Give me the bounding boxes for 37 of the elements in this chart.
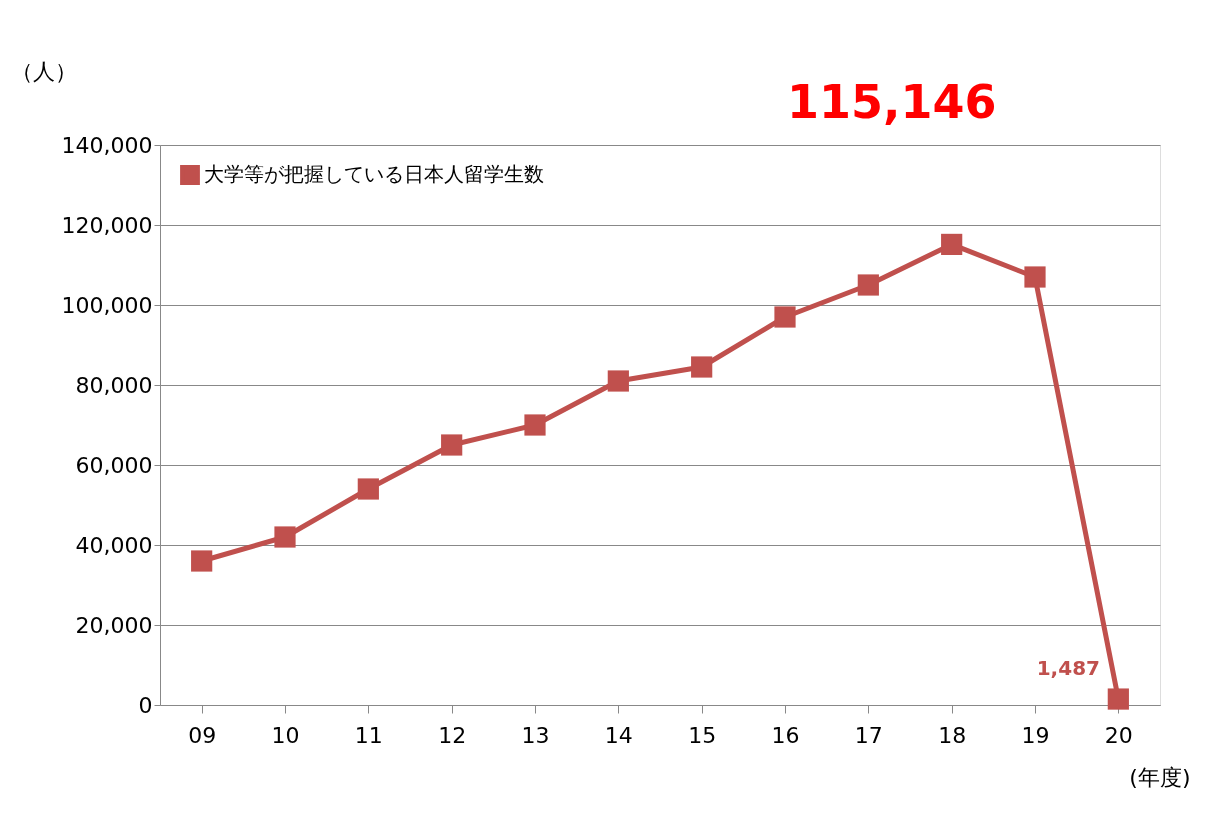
x-tick-label: 17 <box>854 722 883 748</box>
point <box>941 233 963 256</box>
x-axis-title: (年度) <box>1129 764 1191 790</box>
y-axis-title: （人） <box>10 58 77 84</box>
point <box>774 306 796 328</box>
point <box>441 434 463 456</box>
point <box>274 526 296 548</box>
x-tick-label: 11 <box>354 722 383 748</box>
x-tick-label: 14 <box>604 722 633 748</box>
x-tick-label: 13 <box>521 722 550 748</box>
x-tick-label: 12 <box>438 722 467 748</box>
annotation: 115,146 <box>786 75 997 130</box>
x-tick-label: 20 <box>1104 722 1133 748</box>
x-tick-label: 09 <box>188 722 217 748</box>
point <box>524 414 546 436</box>
y-tick-label: 100,000 <box>61 292 153 318</box>
x-tick-label: 18 <box>938 722 967 748</box>
annotation: 1,487 <box>1036 656 1100 681</box>
y-tick-label: 120,000 <box>61 212 153 238</box>
point <box>1024 266 1046 288</box>
point <box>607 370 629 392</box>
point <box>691 356 713 378</box>
y-tick-label: 40,000 <box>75 532 153 558</box>
point <box>357 478 379 500</box>
y-tick-label: 20,000 <box>75 612 153 638</box>
legend-label: 大学等が把握している日本人留学生数 <box>204 162 544 186</box>
x-tick-label: 19 <box>1021 722 1050 748</box>
y-tick-label: 0 <box>138 692 153 718</box>
y-tick-label: 60,000 <box>75 452 153 478</box>
x-tick-label: 16 <box>771 722 800 748</box>
point <box>857 274 879 296</box>
y-tick-label: 80,000 <box>75 372 153 398</box>
x-tick-label: 10 <box>271 722 300 748</box>
point <box>1107 688 1129 710</box>
x-tick-label: 15 <box>688 722 717 748</box>
point <box>191 550 213 572</box>
y-tick-label: 140,000 <box>61 132 153 158</box>
